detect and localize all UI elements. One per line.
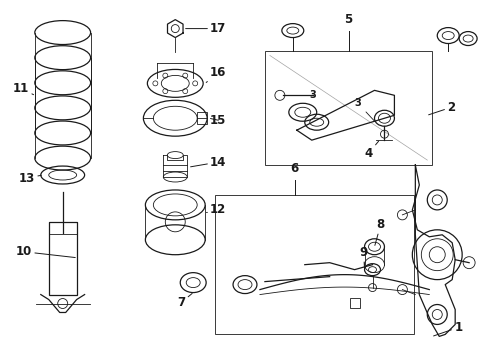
Text: 2: 2 xyxy=(428,101,454,115)
Text: 5: 5 xyxy=(344,13,352,26)
Text: 7: 7 xyxy=(177,293,192,309)
Text: 3: 3 xyxy=(354,98,374,121)
Bar xyxy=(215,195,413,334)
Text: 17: 17 xyxy=(185,22,226,35)
Text: 14: 14 xyxy=(190,156,226,168)
Bar xyxy=(49,222,77,294)
Text: 13: 13 xyxy=(19,171,41,185)
Bar xyxy=(264,50,431,165)
Text: 10: 10 xyxy=(16,245,75,258)
Text: 16: 16 xyxy=(206,66,226,82)
Bar xyxy=(349,298,359,307)
Text: 1: 1 xyxy=(433,321,461,336)
Text: 3: 3 xyxy=(309,90,315,100)
Text: 8: 8 xyxy=(374,218,384,246)
Text: 12: 12 xyxy=(206,203,226,216)
Text: 4: 4 xyxy=(364,141,378,159)
Text: 11: 11 xyxy=(13,82,34,95)
Text: 9: 9 xyxy=(359,246,367,268)
Text: 15: 15 xyxy=(210,114,226,127)
Text: 6: 6 xyxy=(290,162,298,175)
Bar xyxy=(197,112,207,124)
